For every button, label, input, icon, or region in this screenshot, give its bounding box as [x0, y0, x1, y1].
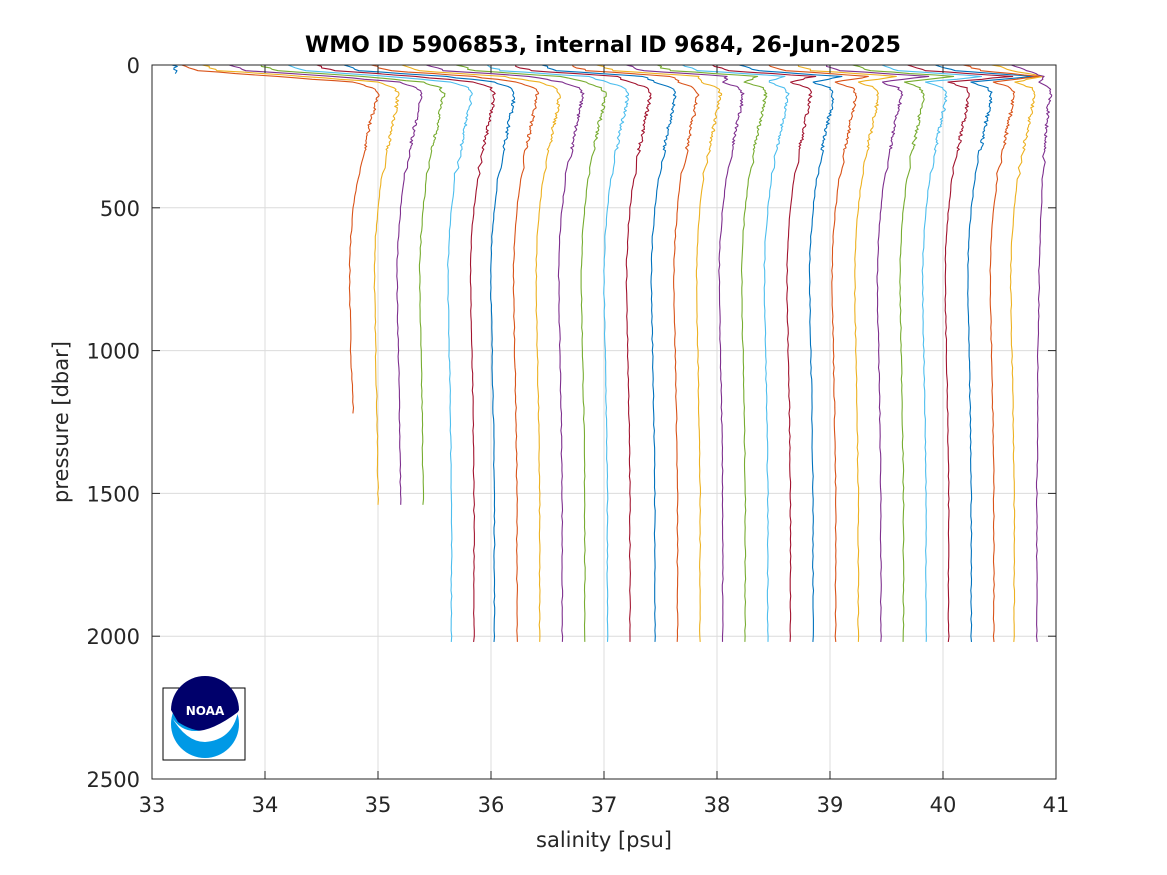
profile-line — [768, 64, 869, 642]
profile-line — [825, 64, 930, 642]
y-tick-label: 2000 — [87, 625, 140, 649]
profile-line — [1011, 64, 1053, 642]
profile-line — [515, 64, 652, 642]
profile-line — [571, 64, 700, 642]
logo-top-cap — [171, 676, 239, 731]
profile-line — [171, 64, 178, 74]
profile-line — [852, 64, 955, 642]
profile-line — [181, 64, 380, 414]
profile-line — [881, 64, 983, 642]
y-tick-label: 500 — [100, 197, 140, 221]
profile-line — [962, 64, 1041, 642]
x-tick-label: 35 — [365, 793, 392, 817]
x-tick-label: 34 — [252, 793, 279, 817]
profile-line — [343, 64, 516, 642]
profile-line — [401, 64, 561, 642]
y-tick-label: 1000 — [87, 340, 140, 364]
x-tick-label: 33 — [139, 793, 166, 817]
profile-line — [712, 64, 817, 642]
x-tick-label: 39 — [817, 793, 844, 817]
y-tick-label: 0 — [127, 54, 140, 78]
profile-line — [596, 64, 723, 642]
noaa-logo: NOAA — [162, 676, 246, 761]
x-tick-label: 36 — [478, 793, 505, 817]
chart-title: WMO ID 5906853, internal ID 9684, 26-Jun… — [305, 33, 901, 58]
x-tick-label: 41 — [1043, 793, 1070, 817]
profile-line — [738, 64, 843, 642]
profile-line — [425, 64, 585, 642]
profile-line — [486, 64, 630, 642]
profile-line — [287, 64, 473, 642]
x-axis-label: salinity [psu] — [536, 828, 672, 852]
profile-line — [228, 64, 423, 505]
profile-line — [541, 64, 677, 642]
y-tick-label: 1500 — [87, 482, 140, 506]
profile-line — [935, 64, 1035, 642]
axis-ticks: 33 34 35 36 37 38 39 40 41 0 500 1000 1500 2000 2500 — [87, 54, 1070, 817]
y-axis-label: pressure [dbar] — [49, 341, 73, 503]
profile-line — [682, 64, 790, 642]
profile-series — [171, 64, 1053, 642]
profile-line — [907, 64, 1014, 642]
profile-line — [991, 64, 1044, 642]
profile-line — [656, 64, 768, 642]
x-tick-label: 38 — [704, 793, 731, 817]
profile-line — [201, 64, 400, 505]
y-tick-label: 2500 — [87, 768, 140, 792]
x-tick-label: 37 — [591, 793, 618, 817]
grid-lines — [152, 65, 1056, 779]
profile-line — [316, 64, 496, 642]
profile-line — [455, 64, 607, 642]
profile-line — [371, 64, 540, 642]
profile-line — [625, 64, 745, 642]
logo-wing — [171, 712, 238, 742]
x-tick-label: 40 — [930, 793, 957, 817]
logo-text: NOAA — [186, 704, 225, 718]
profile-line — [260, 64, 446, 505]
profile-line — [797, 64, 897, 642]
